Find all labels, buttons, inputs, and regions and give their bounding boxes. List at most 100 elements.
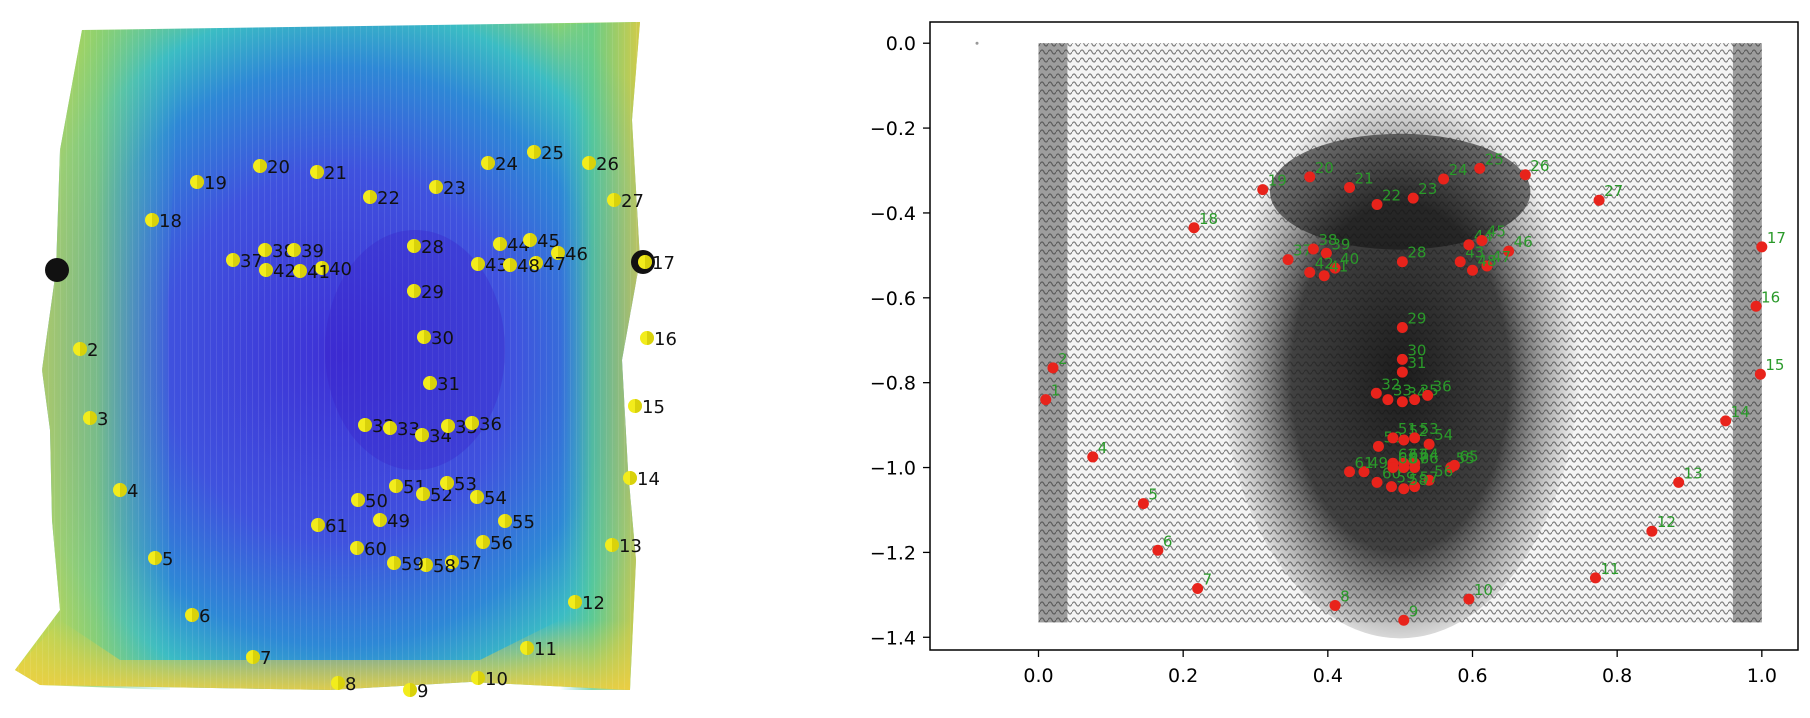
mesh-nose-shadow (325, 230, 505, 470)
x-axis: 0.0 0.2 0.4 0.6 0.8 1.0 (1023, 650, 1777, 687)
mesh-landmark-label: 14 (637, 469, 660, 490)
landmark-point (1396, 366, 1408, 378)
landmark-point (1370, 387, 1382, 399)
landmark-point (1448, 459, 1460, 471)
mesh-landmark-label: 13 (619, 536, 642, 557)
landmark-point-label: 58 (1409, 471, 1428, 489)
mesh-landmark-label: 43 (485, 255, 508, 276)
landmark-point-label: 12 (1657, 513, 1676, 531)
y-tick-label: −0.2 (870, 118, 916, 140)
landmark-point-label: 9 (1409, 602, 1419, 620)
mesh-landmark-label: 54 (484, 488, 507, 509)
y-tick-label: −1.4 (870, 627, 916, 649)
landmark-point-label: 59 (1396, 469, 1415, 487)
mesh-landmark: 17 (638, 253, 675, 274)
landmark-point (1396, 322, 1408, 334)
landmark-point-label: 6 (1163, 532, 1173, 550)
landmark-point (1344, 466, 1356, 478)
landmark-point (1422, 389, 1434, 401)
mesh-landmark-label: 58 (433, 556, 456, 577)
landmark-point-label: 23 (1418, 180, 1437, 198)
landmark-point (1152, 544, 1164, 556)
landmark-point-label: 32 (1381, 375, 1400, 393)
mesh-landmark: 50 (351, 491, 388, 512)
mesh-landmark-label: 55 (512, 512, 535, 533)
landmark-point-label: 18 (1199, 210, 1218, 228)
x-tick-label: 0.8 (1602, 665, 1632, 687)
landmark-point (1593, 194, 1605, 206)
mesh-landmark: 22 (363, 188, 400, 209)
mesh-landmark: 59 (387, 554, 424, 575)
landmark-point (1474, 162, 1486, 174)
landmark-point (1407, 192, 1419, 204)
landmark-point-label: 31 (1407, 354, 1426, 372)
mesh-landmark-label: 17 (652, 253, 675, 274)
mesh-landmark-label: 27 (621, 191, 644, 212)
mesh-landmark-label: 59 (401, 554, 424, 575)
mesh-landmark: 11 (520, 639, 557, 660)
mesh-landmark-label: 52 (430, 485, 453, 506)
mesh-landmark: 16 (640, 329, 677, 350)
x-tick-label: 0.0 (1023, 665, 1053, 687)
mesh-landmark-label: 42 (273, 261, 296, 282)
landmark-point-label: 40 (1340, 250, 1359, 268)
mesh-landmark-label: 4 (127, 481, 138, 502)
mesh-landmark-label: 23 (443, 178, 466, 199)
mesh-landmark: 12 (568, 593, 605, 614)
landmark-point (1589, 572, 1601, 584)
mesh-landmark: 42 (259, 261, 296, 282)
landmark-point-label: 47 (1492, 248, 1511, 266)
landmark-point (1087, 451, 1099, 463)
landmark-point-label: 66 (1420, 450, 1439, 468)
mesh-landmark: 25 (527, 143, 564, 164)
landmark-point-label: 39 (1331, 235, 1350, 253)
mesh-landmark-label: 47 (543, 254, 566, 275)
landmark-point (1409, 481, 1421, 493)
landmark-point (1188, 222, 1200, 234)
mesh-landmark: 30 (417, 328, 454, 349)
landmark-point (1409, 394, 1421, 406)
mesh-landmark: 24 (481, 154, 518, 175)
mesh-landmark-label: 48 (517, 256, 540, 277)
landmark-point (1371, 476, 1383, 488)
landmark-point (1329, 599, 1341, 611)
landmark-point-label: 67 (1409, 450, 1428, 468)
landmark-point (1385, 481, 1397, 493)
landmark-point-label: 2 (1058, 350, 1068, 368)
mesh-landmark: 19 (190, 173, 227, 194)
mesh-landmark-label: 56 (490, 533, 513, 554)
mesh-landmark: 9 (403, 681, 428, 702)
mesh-landmark-label: 61 (325, 516, 348, 537)
landmark-point (1463, 239, 1475, 251)
landmark-point-label: 54 (1434, 426, 1453, 444)
mesh-landmark: 5 (148, 549, 173, 570)
landmark-point (1304, 266, 1316, 278)
mesh-landmark: 21 (310, 163, 347, 184)
mesh-landmark: 49 (373, 511, 410, 532)
mesh-landmark: 54 (470, 488, 507, 509)
landmark-point (1282, 254, 1294, 266)
landmark-point-label: 20 (1315, 159, 1334, 177)
landmark-point-label: 33 (1393, 382, 1412, 400)
landmark-point-label: 11 (1600, 560, 1619, 578)
mesh-landmark: 46 (551, 244, 588, 265)
y-tick-label: 0.0 (886, 33, 916, 55)
mesh-landmark-label: 10 (485, 669, 508, 690)
mesh-landmark: 41 (293, 262, 330, 283)
landmark-point-label: 10 (1474, 581, 1493, 599)
landmark-point-label: 53 (1420, 420, 1439, 438)
mesh-landmark-label: 37 (240, 251, 263, 272)
landmark-point (1454, 256, 1466, 268)
x-tick-label: 0.2 (1168, 665, 1198, 687)
landmark-point-label: 28 (1407, 244, 1426, 262)
mesh-landmark: 29 (407, 282, 444, 303)
mesh-landmark-label: 20 (267, 157, 290, 178)
landmark-point (1720, 415, 1732, 427)
landmark-point (1481, 260, 1493, 272)
landmark-point (1382, 394, 1394, 406)
mesh-landmark-label: 28 (421, 237, 444, 258)
landmark-point-label: 25 (1485, 150, 1504, 168)
landmark-point-label: 14 (1731, 403, 1750, 421)
landmark-point-label: 38 (1318, 231, 1337, 249)
